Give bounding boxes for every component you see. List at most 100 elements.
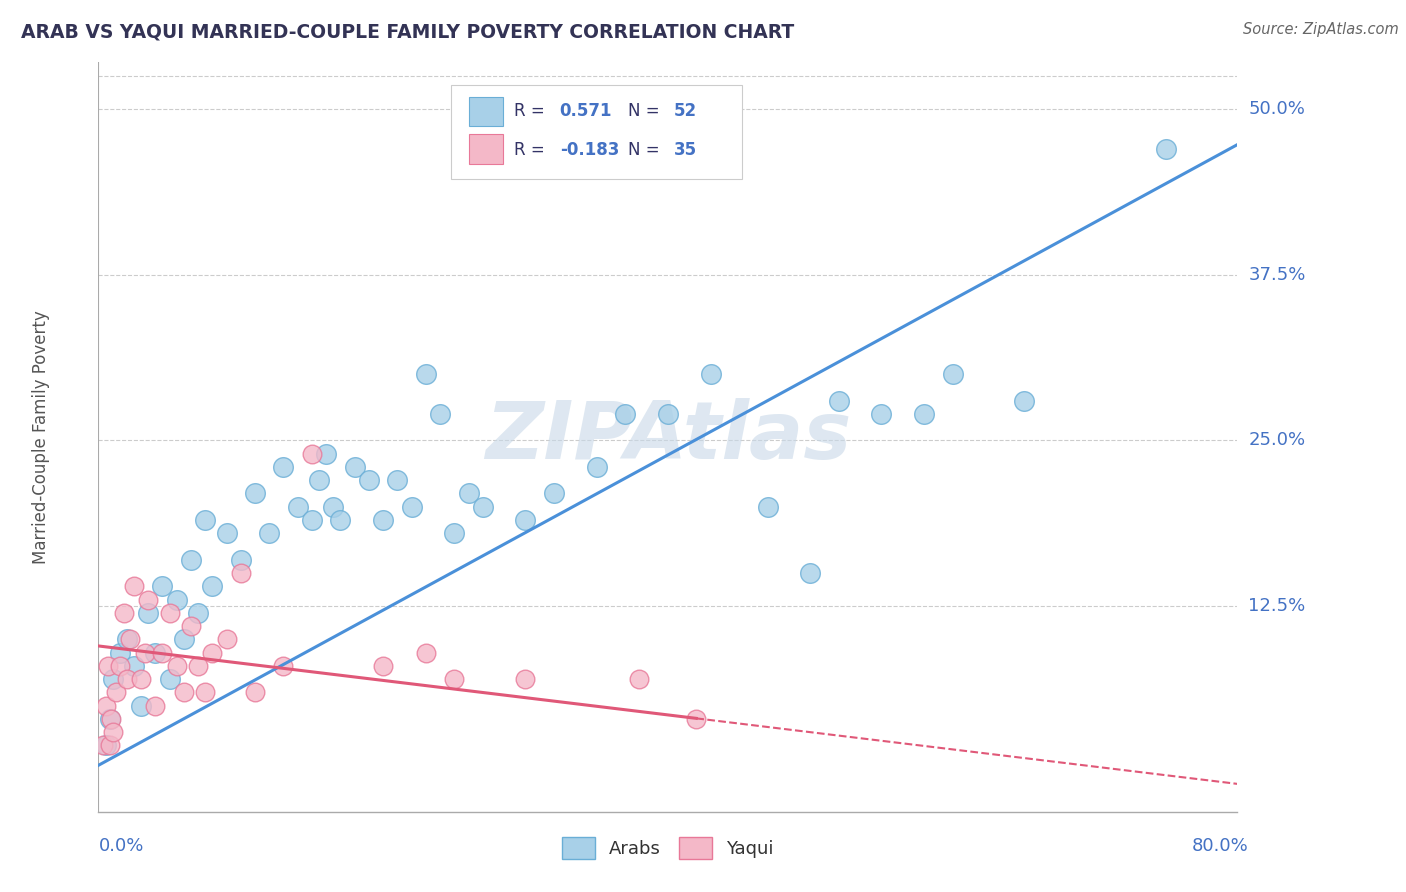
Point [166,592,188,607]
Point [229,566,252,580]
Point [585,459,607,474]
Text: 35: 35 [673,141,696,159]
Text: ARAB VS YAQUI MARRIED-COUPLE FAMILY POVERTY CORRELATION CHART: ARAB VS YAQUI MARRIED-COUPLE FAMILY POVE… [21,22,794,41]
Point [543,486,565,500]
Point [515,513,537,527]
Point [108,658,131,673]
Point [159,672,181,686]
Text: 50.0%: 50.0% [1249,100,1305,118]
Point [229,553,252,567]
Point [756,500,779,514]
Point [187,658,209,673]
Legend: Arabs, Yaqui: Arabs, Yaqui [555,830,780,866]
Text: 0.0%: 0.0% [98,837,143,855]
Point [259,526,281,541]
Text: 37.5%: 37.5% [1249,266,1306,284]
Text: 25.0%: 25.0% [1249,432,1306,450]
Point [308,473,330,487]
Point [97,658,120,673]
Point [122,579,145,593]
Point [173,632,195,647]
Point [1154,142,1177,156]
Point [201,579,224,593]
Point [373,658,395,673]
Point [194,513,217,527]
Text: R =: R = [515,103,550,120]
Point [515,672,537,686]
Point [159,606,181,620]
Point [166,658,188,673]
Point [799,566,821,580]
FancyBboxPatch shape [468,135,503,163]
Text: Source: ZipAtlas.com: Source: ZipAtlas.com [1243,22,1399,37]
Point [287,500,309,514]
Point [614,407,637,421]
Point [180,553,202,567]
Point [443,526,465,541]
Point [201,646,224,660]
Point [912,407,935,421]
Point [122,658,145,673]
Text: 12.5%: 12.5% [1249,597,1306,615]
Point [215,526,238,541]
Point [136,592,159,607]
Point [942,367,965,381]
Point [322,500,344,514]
Point [401,500,423,514]
Point [243,685,266,699]
Point [343,459,366,474]
Text: 0.571: 0.571 [560,103,612,120]
Point [685,712,707,726]
Point [104,685,127,699]
Text: 52: 52 [673,103,696,120]
Point [98,739,121,753]
Point [387,473,409,487]
Text: ZIPAtlas: ZIPAtlas [485,398,851,476]
Point [443,672,465,686]
Point [129,698,152,713]
Point [187,606,209,620]
Point [1012,393,1035,408]
Point [145,646,167,660]
Point [152,646,174,660]
Point [429,407,451,421]
Text: Married-Couple Family Poverty: Married-Couple Family Poverty [32,310,51,564]
Point [145,698,167,713]
Point [98,712,121,726]
Point [415,646,437,660]
FancyBboxPatch shape [451,85,742,178]
Point [115,632,138,647]
Point [94,698,117,713]
Point [101,725,124,739]
Point [91,739,114,753]
Point [457,486,479,500]
Point [273,658,295,673]
Point [243,486,266,500]
Point [180,619,202,633]
Point [357,473,380,487]
Text: N =: N = [628,141,665,159]
Point [315,447,337,461]
Point [134,646,156,660]
Point [108,646,131,660]
Point [101,672,124,686]
Point [657,407,679,421]
Point [215,632,238,647]
Point [870,407,893,421]
Point [115,672,138,686]
Point [273,459,295,474]
Point [129,672,152,686]
Point [194,685,217,699]
Point [118,632,141,647]
Text: 80.0%: 80.0% [1192,837,1249,855]
Text: -0.183: -0.183 [560,141,619,159]
Point [828,393,851,408]
Point [112,606,135,620]
Point [329,513,352,527]
Text: R =: R = [515,141,550,159]
Point [136,606,159,620]
Point [415,367,437,381]
FancyBboxPatch shape [468,97,503,126]
Point [152,579,174,593]
Point [628,672,651,686]
